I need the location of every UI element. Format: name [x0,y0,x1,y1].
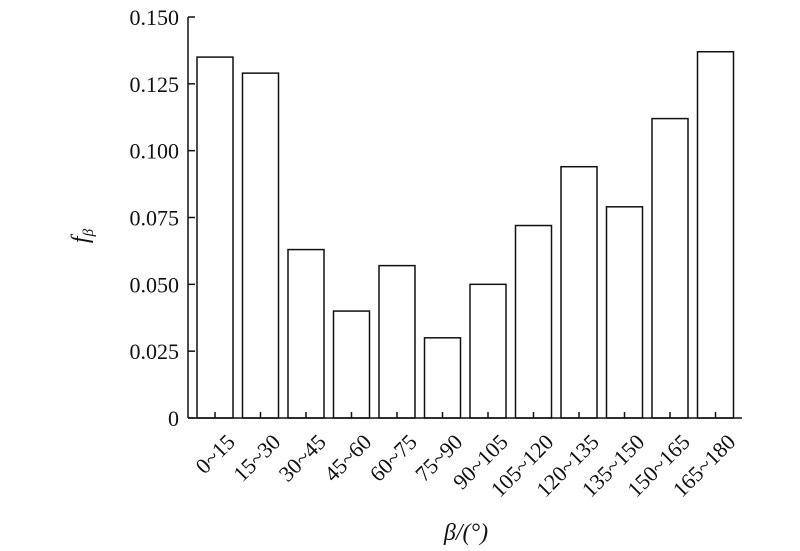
x-axis-title: β/(°) [443,520,488,546]
bar-90~105 [469,283,507,419]
bar-135~150 [605,206,644,419]
x-tick-label: 15~30 [228,429,285,486]
y-tick-label: 0.125 [130,72,180,97]
x-ticks-group: 0~1515~3030~4545~6060~7575~9090~105105~1… [190,412,740,502]
y-tick-label: 0.025 [130,339,180,364]
bar-0~15 [196,56,234,419]
y-axis-title-main: f [68,233,94,243]
bar-45~60 [332,310,371,419]
x-tick-label: 45~60 [319,429,376,486]
bar-150~165 [651,117,689,419]
y-axis-title-subscript: β [81,228,97,237]
bar-15~30 [241,72,280,419]
y-axis-title: fβ [68,228,97,243]
bar-75~90 [423,337,462,419]
bar-105~120 [514,224,553,419]
bars-group [196,51,735,419]
y-tick-label: 0.050 [130,272,180,297]
y-tick-label: 0.075 [130,206,180,231]
x-tick-label: 60~75 [365,429,422,486]
y-tick-label: 0 [168,406,179,431]
y-tick-label: 0.150 [130,5,180,30]
bar-120~135 [560,165,598,419]
y-tick-label: 0.100 [130,139,180,164]
x-tick-label: 30~45 [274,429,331,486]
y-ticks-group: 0 0.025 0.050 0.075 0.100 0.125 0.150 [130,5,195,431]
bar-60~75 [378,264,416,419]
bar-30~45 [287,248,325,419]
bar-165~180 [696,51,735,419]
